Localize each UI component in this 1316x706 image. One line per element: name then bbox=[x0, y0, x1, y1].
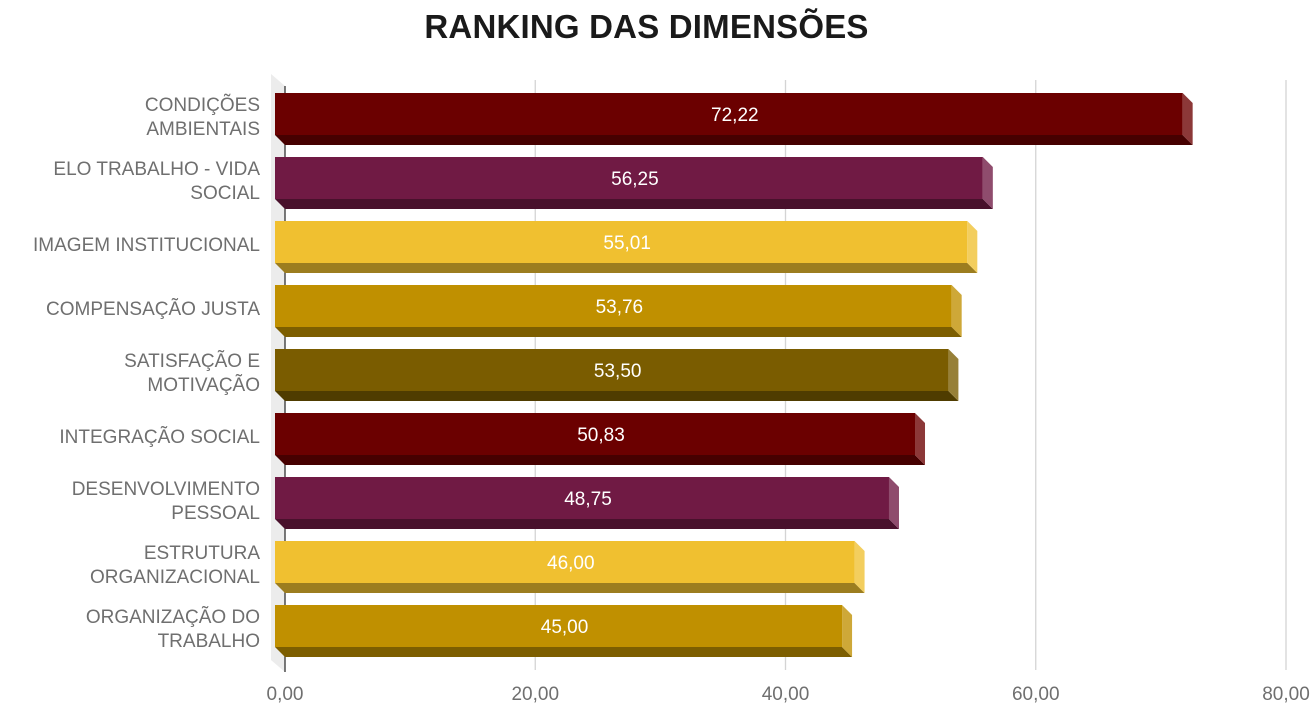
bar: 56,25 bbox=[275, 157, 993, 209]
bar-end-face bbox=[854, 541, 865, 593]
bar-bottom-face bbox=[275, 263, 978, 273]
category-label: IMAGEM INSTITUCIONAL bbox=[33, 235, 260, 256]
category-label: COMPENSAÇÃO JUSTA bbox=[46, 298, 260, 320]
bar-bottom-face bbox=[275, 647, 853, 657]
x-tick-label: 60,00 bbox=[1012, 684, 1060, 705]
category-label: ELO TRABALHO - VIDA SOCIAL bbox=[53, 159, 260, 204]
category-label: INTEGRAÇÃO SOCIAL bbox=[59, 426, 260, 448]
data-label: 45,00 bbox=[541, 617, 589, 638]
bar-bottom-face bbox=[275, 391, 959, 401]
bar-front bbox=[275, 477, 889, 519]
bar-bottom-face bbox=[275, 583, 865, 593]
bars: 72,22 56,25 55,01 53,76 53,50 50,83 48,75 46,00… bbox=[275, 93, 1193, 657]
x-tick-label: 0,00 bbox=[267, 684, 304, 705]
x-tick-label: 80,00 bbox=[1262, 684, 1310, 705]
category-label: ESTRUTURA ORGANIZACIONAL bbox=[90, 543, 260, 588]
category-label: DESENVOLVIMENTO PESSOAL bbox=[72, 479, 260, 524]
data-label: 48,75 bbox=[564, 489, 612, 510]
category-label: CONDIÇÕES AMBIENTAIS bbox=[145, 94, 260, 140]
bar: 48,75 bbox=[275, 477, 899, 529]
bar: 46,00 bbox=[275, 541, 865, 593]
bar-front bbox=[275, 93, 1183, 135]
bar-bottom-face bbox=[275, 327, 962, 337]
category-label: SATISFAÇÃO E MOTIVAÇÃO bbox=[124, 350, 260, 396]
bar-end-face bbox=[967, 221, 978, 273]
bar-front bbox=[275, 221, 968, 263]
category-label: ORGANIZAÇÃO DO TRABALHO bbox=[86, 606, 260, 652]
bar-end-face bbox=[951, 285, 962, 337]
bar-front bbox=[275, 605, 843, 647]
bar: 72,22 bbox=[275, 93, 1193, 145]
bar-bottom-face bbox=[275, 135, 1193, 145]
data-label: 55,01 bbox=[603, 233, 651, 254]
bar-end-face bbox=[915, 413, 926, 465]
bar: 55,01 bbox=[275, 221, 978, 273]
bar-bottom-face bbox=[275, 199, 993, 209]
data-label: 50,83 bbox=[577, 425, 625, 446]
bar-front bbox=[275, 413, 916, 455]
data-label: 53,50 bbox=[594, 361, 642, 382]
data-label: 53,76 bbox=[596, 297, 644, 318]
bar-end-face bbox=[948, 349, 959, 401]
bar-end-face bbox=[1182, 93, 1193, 145]
bar: 45,00 bbox=[275, 605, 853, 657]
x-tick-label: 20,00 bbox=[511, 684, 559, 705]
bar-bottom-face bbox=[275, 519, 899, 529]
x-tick-label: 40,00 bbox=[762, 684, 810, 705]
bar-end-face bbox=[982, 157, 993, 209]
x-axis-tick-labels: 0,00 20,00 40,00 60,00 80,00 bbox=[267, 684, 1310, 705]
bar-front bbox=[275, 541, 855, 583]
bar: 50,83 bbox=[275, 413, 926, 465]
bar-front bbox=[275, 157, 983, 199]
category-labels: CONDIÇÕES AMBIENTAIS ELO TRABALHO - VIDA SO… bbox=[33, 94, 260, 652]
chart-title: RANKING DAS DIMENSÕES bbox=[424, 8, 869, 45]
bar-end-face bbox=[888, 477, 899, 529]
bar-front bbox=[275, 285, 952, 327]
bar: 53,50 bbox=[275, 349, 959, 401]
bar: 53,76 bbox=[275, 285, 962, 337]
data-label: 56,25 bbox=[611, 169, 659, 190]
bar-end-face bbox=[842, 605, 853, 657]
data-label: 46,00 bbox=[547, 553, 595, 574]
bar-front bbox=[275, 349, 949, 391]
bar-bottom-face bbox=[275, 455, 926, 465]
data-label: 72,22 bbox=[711, 105, 759, 126]
